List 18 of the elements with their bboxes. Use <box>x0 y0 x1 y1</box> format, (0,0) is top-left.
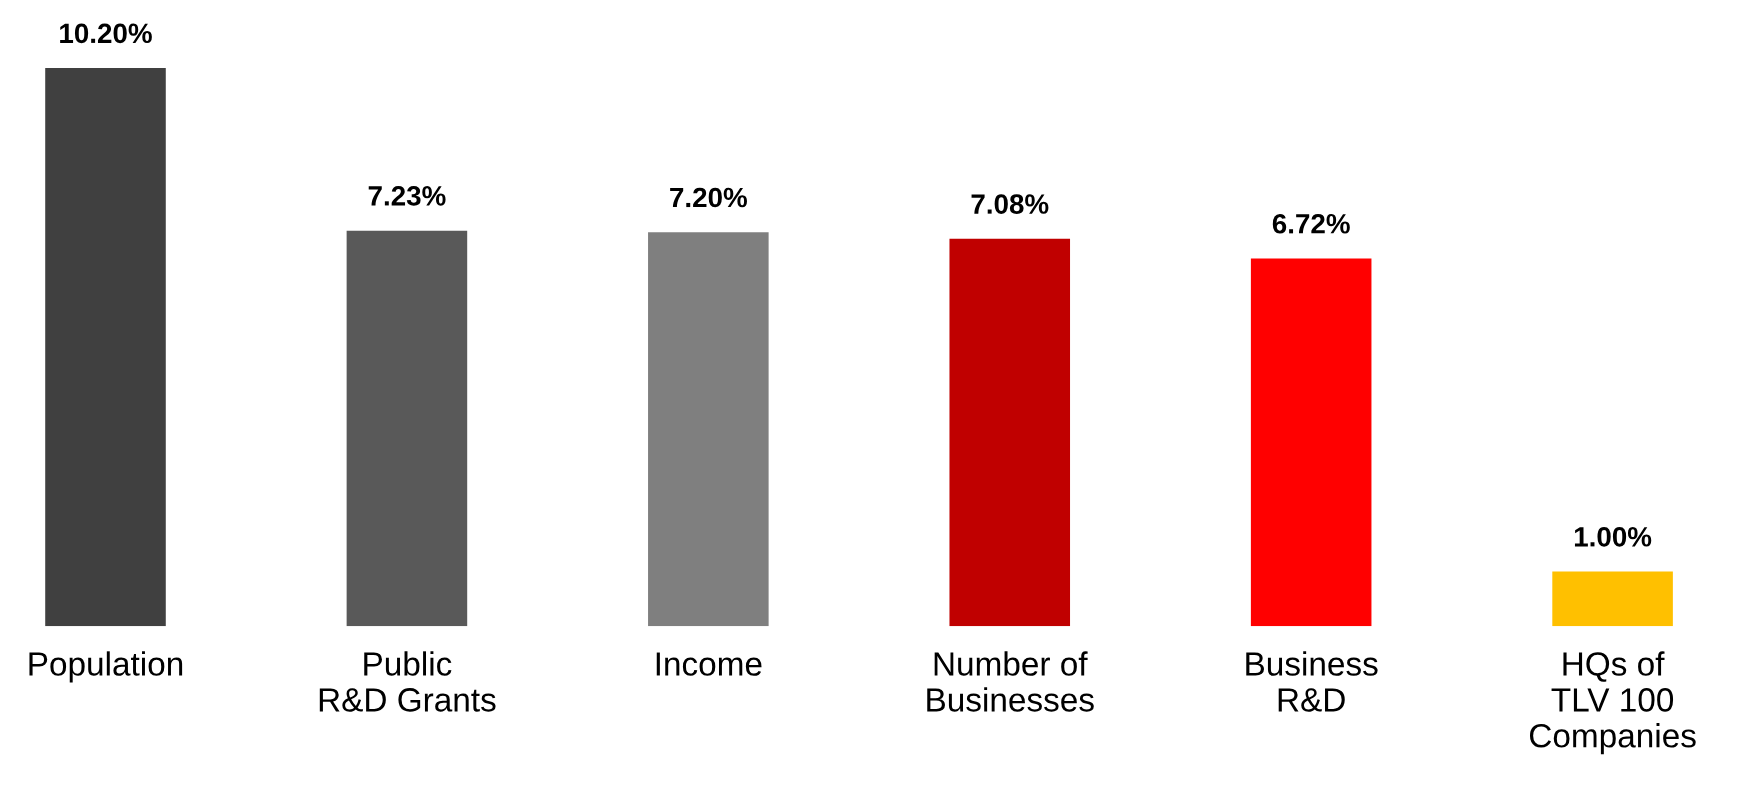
x-tick-label: Population <box>29 651 183 683</box>
bar <box>1552 571 1673 627</box>
bar <box>1250 258 1372 627</box>
x-tick-label: Public R&D Grants <box>319 651 496 712</box>
bar <box>346 230 468 627</box>
data-label: 6.72% <box>1272 213 1350 234</box>
x-tick-label: HQs of TLV 100 Companies <box>1529 651 1696 755</box>
x-tick-label: Business R&D <box>1246 651 1378 712</box>
data-label: 7.23% <box>368 186 446 206</box>
x-tick-label: Number of Businesses <box>927 651 1094 712</box>
data-label: 7.20% <box>670 187 747 208</box>
bar <box>949 238 1071 627</box>
data-label: 1.00% <box>1574 526 1652 547</box>
bar <box>648 232 769 627</box>
x-tick-label: Income <box>656 652 762 676</box>
data-label: 7.08% <box>971 194 1049 214</box>
data-label: 10.20% <box>60 23 152 44</box>
bar <box>45 68 166 627</box>
